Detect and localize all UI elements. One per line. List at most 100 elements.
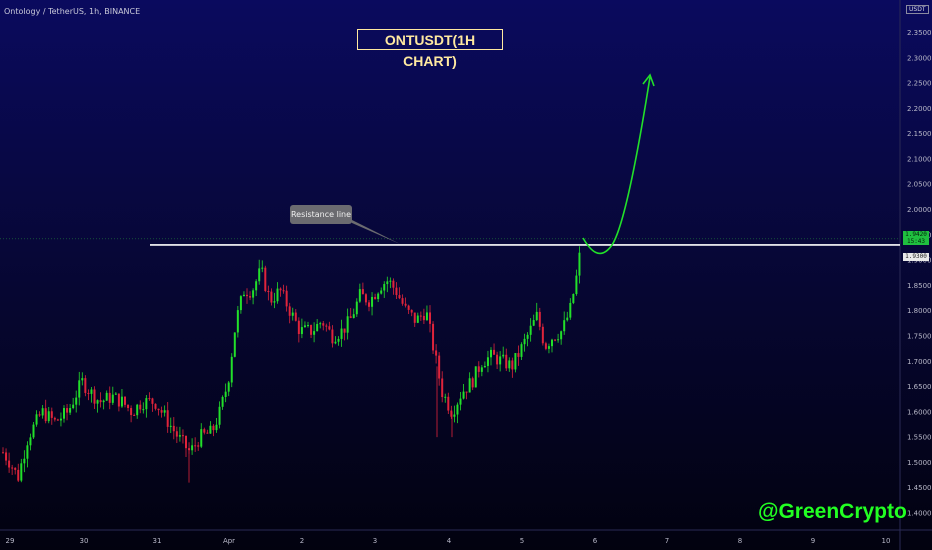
candle-body	[456, 404, 459, 415]
currency-badge[interactable]: USDT	[906, 5, 929, 14]
candle-body	[517, 353, 520, 357]
candle-body	[145, 398, 148, 410]
candle-body	[166, 410, 169, 427]
candle-body	[276, 288, 279, 302]
candle-body	[20, 463, 23, 481]
candle-body	[105, 392, 108, 401]
y-tick-label: 1.5500	[907, 434, 932, 442]
candle-body	[194, 445, 197, 447]
candle-body	[303, 325, 306, 328]
candle-body	[261, 267, 264, 269]
candle-body	[322, 323, 325, 326]
candle-body	[297, 320, 300, 335]
candle-body	[462, 391, 465, 399]
candle-body	[44, 408, 47, 422]
candle-body	[331, 329, 334, 344]
candle-body	[270, 291, 273, 303]
candle-body	[279, 288, 282, 291]
x-tick-label: 31	[153, 537, 162, 545]
candle-body	[230, 356, 233, 383]
candle-body	[389, 280, 392, 282]
candle-body	[505, 354, 508, 369]
candle-body	[246, 294, 248, 297]
x-tick-label: 5	[520, 537, 524, 545]
candle-body	[419, 315, 422, 317]
candle-body	[130, 408, 133, 416]
x-tick-label: 2	[300, 537, 304, 545]
y-tick-label: 1.6500	[907, 383, 932, 391]
candle-body	[547, 346, 550, 349]
candle-body	[569, 302, 572, 318]
candle-body	[307, 325, 309, 327]
candle-body	[84, 378, 87, 393]
candle-body	[477, 366, 480, 372]
y-tick-label: 2.2500	[907, 80, 932, 88]
candle-body	[188, 448, 191, 451]
candle-body	[346, 316, 349, 333]
candle-body	[124, 396, 126, 405]
candle-body	[422, 315, 425, 321]
candle-body	[563, 320, 566, 332]
candle-body	[328, 326, 331, 330]
candle-body	[429, 312, 431, 324]
candle-body	[264, 267, 267, 292]
candle-body	[8, 460, 11, 468]
y-tick-label: 1.8500	[907, 282, 932, 290]
projection-arrow	[582, 76, 651, 255]
candle-body	[133, 415, 136, 417]
candle-body	[50, 411, 53, 418]
candle-body	[282, 290, 285, 292]
candle-body	[416, 315, 419, 323]
candle-body	[151, 398, 154, 404]
candle-body	[334, 341, 337, 344]
candle-body	[206, 432, 209, 434]
candle-body	[59, 418, 62, 421]
candle-body	[258, 268, 261, 282]
countdown-value: 15:43	[906, 238, 926, 245]
candle-body	[288, 306, 291, 316]
candle-body	[81, 378, 84, 381]
candle-body	[490, 349, 492, 358]
candle-body	[471, 378, 474, 388]
chart-title-annotation[interactable]: ONTUSDT(1H CHART)	[357, 29, 503, 69]
y-tick-label: 2.0000	[907, 206, 932, 214]
candle-body	[93, 389, 96, 404]
candle-body	[343, 328, 346, 333]
candle-body	[514, 353, 517, 370]
candle-body	[17, 469, 20, 481]
y-tick-label: 2.1500	[907, 130, 932, 138]
candle-body	[368, 302, 370, 307]
symbol-label: Ontology / TetherUS, 1h, BINANCE	[4, 7, 141, 16]
candle-body	[532, 320, 535, 326]
candle-body	[111, 394, 114, 403]
x-tick-label: 8	[738, 537, 742, 545]
candle-body	[14, 467, 17, 470]
candle-body	[239, 296, 242, 311]
candle-body	[252, 290, 255, 298]
candle-body	[349, 316, 352, 318]
candle-body	[355, 301, 358, 315]
candle-body	[291, 312, 294, 316]
candle-body	[575, 275, 578, 294]
candle-body	[175, 431, 178, 437]
candle-body	[352, 314, 355, 318]
candle-body	[413, 312, 416, 323]
candle-body	[215, 424, 218, 431]
candle-body	[29, 437, 32, 446]
candle-body	[69, 408, 72, 413]
candle-body	[172, 425, 175, 432]
candle-body	[56, 419, 59, 421]
candle-body	[181, 435, 184, 437]
candle-body	[114, 393, 117, 395]
x-tick-label: 9	[811, 537, 815, 545]
candle-body	[163, 410, 166, 413]
candle-body	[120, 396, 123, 407]
y-tick-label: 1.5000	[907, 459, 932, 467]
last-price-tag: 1.9420 15:43	[903, 231, 929, 245]
y-tick-label: 2.3500	[907, 29, 932, 37]
candle-body	[117, 393, 120, 407]
candle-body	[90, 389, 93, 394]
candle-body	[392, 280, 395, 288]
resistance-callout[interactable]: Resistance line	[290, 205, 352, 224]
